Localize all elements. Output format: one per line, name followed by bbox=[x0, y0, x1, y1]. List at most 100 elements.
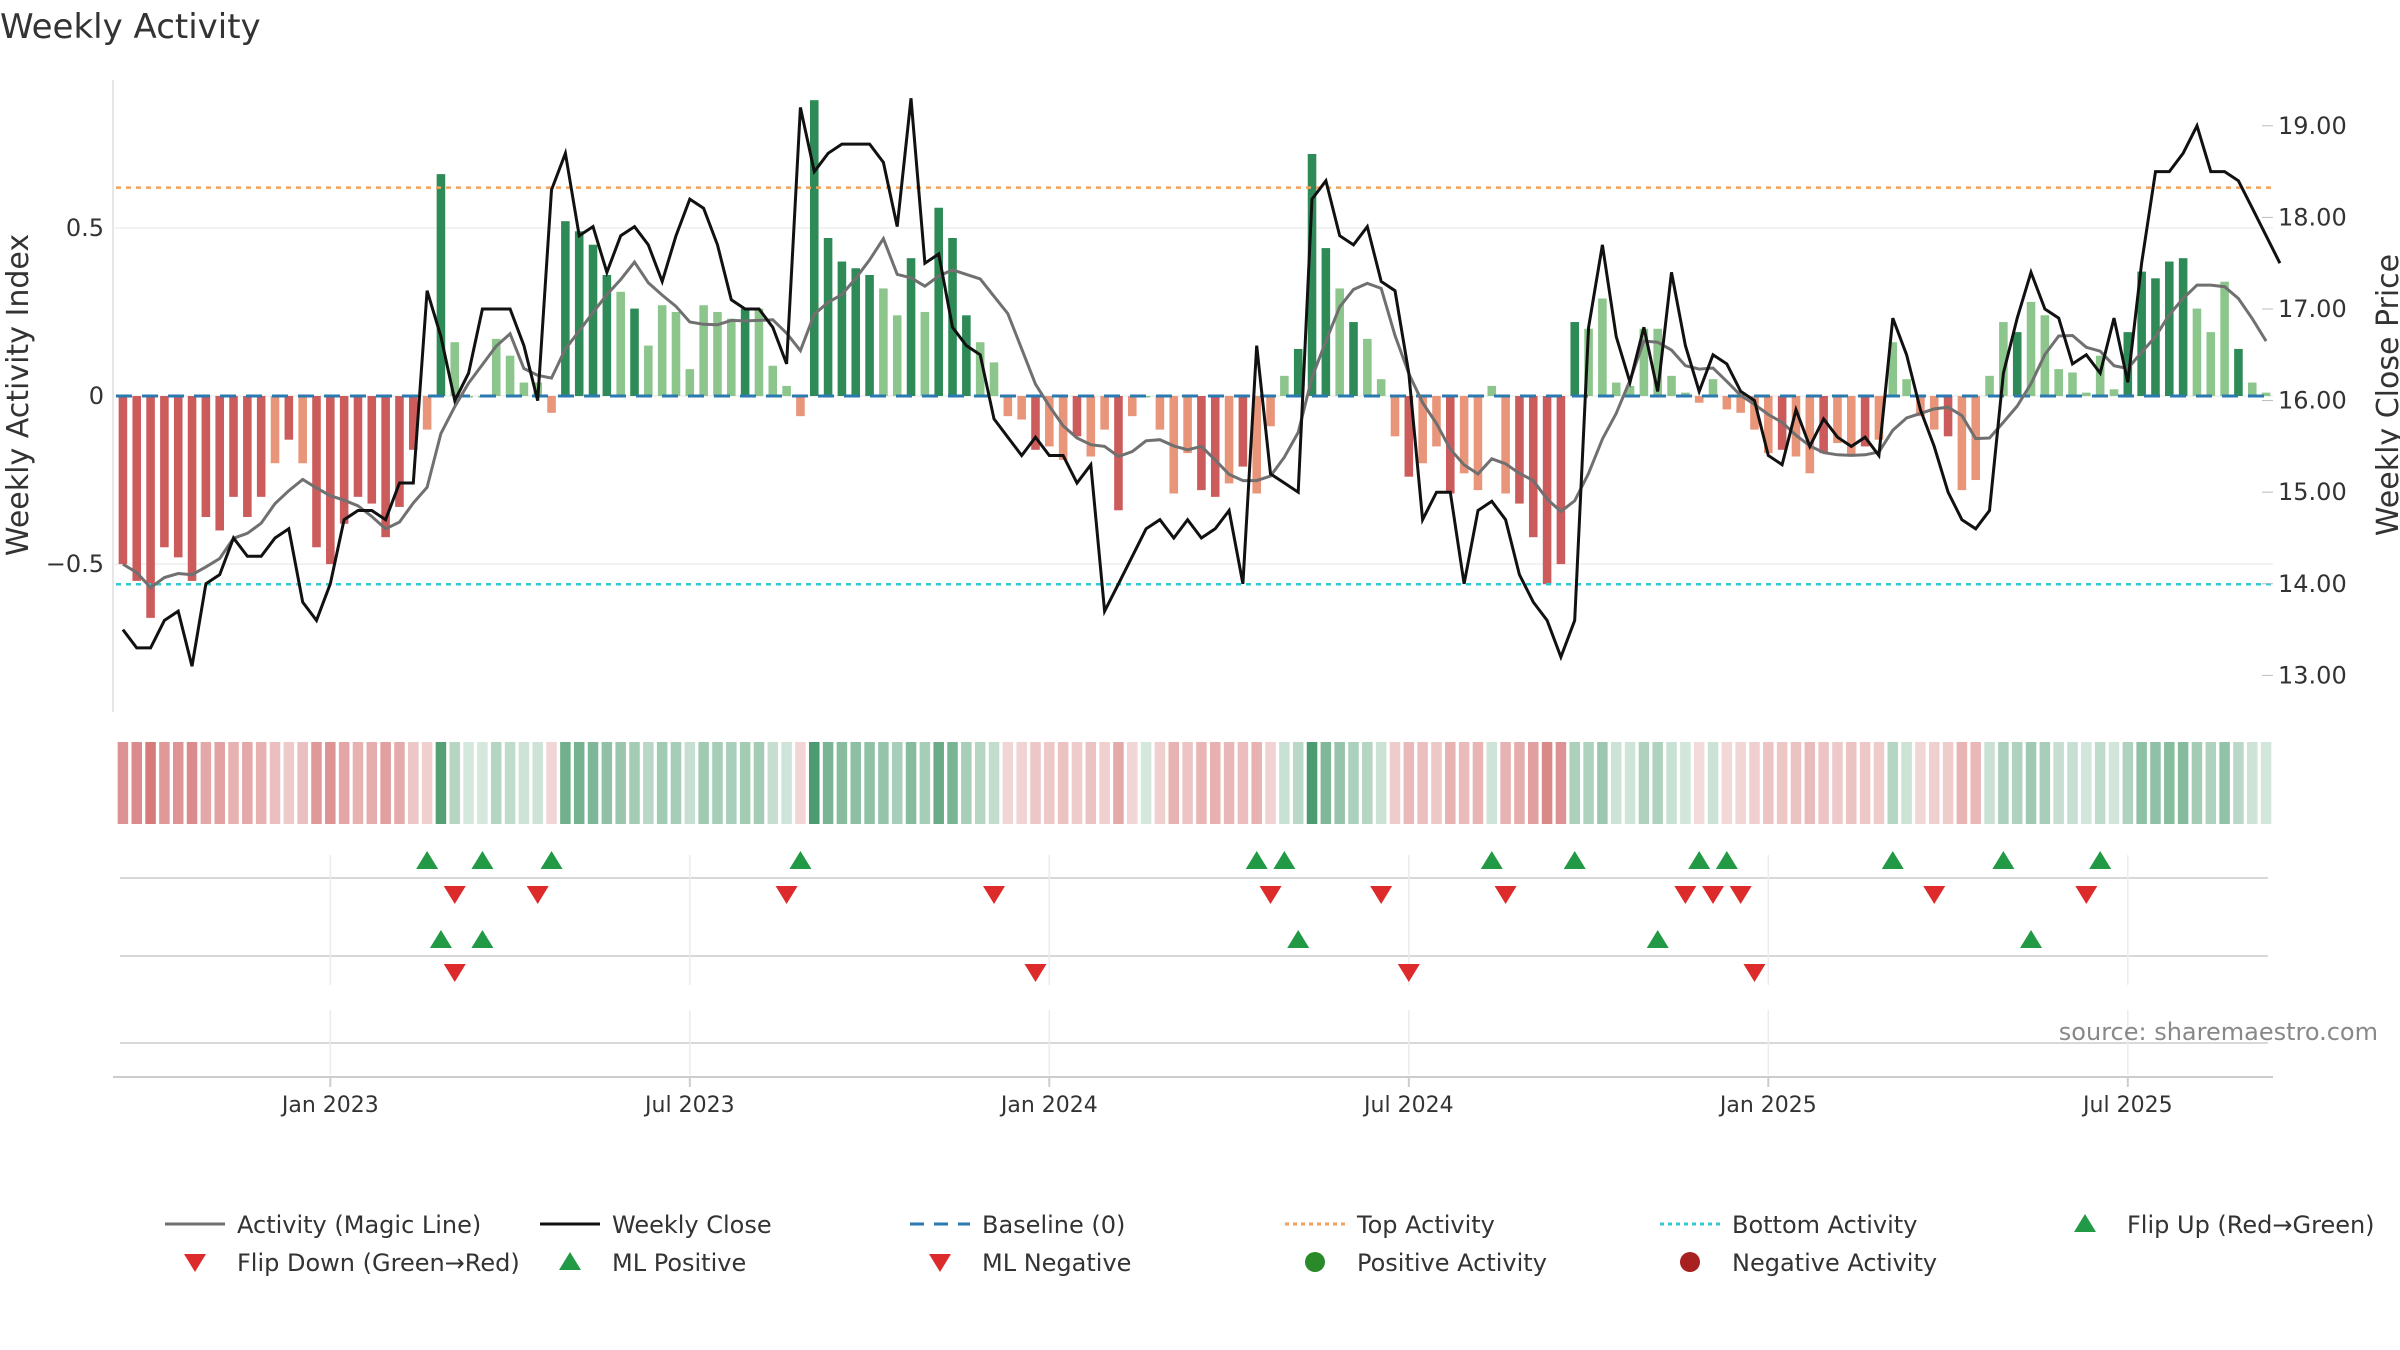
activity-bar bbox=[1155, 396, 1165, 430]
activity-bar bbox=[727, 318, 736, 396]
activity-bar bbox=[2082, 392, 2091, 396]
heat-strip-cell bbox=[228, 742, 239, 824]
heat-strip-cell bbox=[2122, 742, 2134, 824]
heat-strip-cell bbox=[919, 742, 931, 824]
heat-strip-cell bbox=[933, 742, 944, 824]
legend-positive-activity: Positive Activity bbox=[1305, 1249, 1547, 1277]
activity-bar bbox=[160, 396, 169, 548]
heat-strip-cell bbox=[172, 742, 184, 824]
activity-bar bbox=[1321, 248, 1331, 396]
heat-strip-cell bbox=[325, 742, 336, 824]
activity-bar bbox=[243, 396, 252, 518]
activity-bar bbox=[1957, 396, 1967, 491]
activity-bar bbox=[2026, 301, 2036, 396]
activity-bar bbox=[2095, 355, 2105, 396]
activity-bar bbox=[2206, 332, 2216, 396]
heat-strip-cell bbox=[878, 742, 889, 824]
heat-strip-cell bbox=[753, 742, 765, 824]
weekly-close-line bbox=[121, 98, 2282, 667]
heat-strip-cell bbox=[1610, 742, 1622, 824]
legend-magic-line: Activity (Magic Line) bbox=[165, 1211, 481, 1239]
heat-strip-cell bbox=[1928, 742, 1940, 824]
flip-up-marker bbox=[416, 851, 439, 869]
activity-bar bbox=[657, 305, 667, 396]
flip-up-marker bbox=[2089, 851, 2112, 869]
activity-bar bbox=[1764, 396, 1773, 454]
activity-bar bbox=[1556, 396, 1566, 565]
heat-strip-cell bbox=[1915, 742, 1926, 824]
activity-bar bbox=[561, 221, 570, 396]
activity-bar bbox=[450, 342, 460, 396]
activity-bar bbox=[809, 100, 819, 396]
heat-strip-cell bbox=[297, 742, 308, 824]
activity-bar bbox=[948, 238, 957, 396]
activity-bar bbox=[353, 396, 363, 497]
heat-strip-cell bbox=[269, 742, 281, 824]
flip-down-marker bbox=[1923, 886, 1946, 904]
y-left-tick-label: 0.5 bbox=[66, 214, 104, 242]
activity-bar bbox=[132, 396, 142, 581]
legend-magic-line-label: Activity (Magic Line) bbox=[237, 1211, 481, 1239]
heat-strip-cell bbox=[1362, 742, 1373, 824]
activity-bar bbox=[1584, 328, 1593, 396]
heat-strip-cell bbox=[1514, 742, 1525, 824]
heat-strip-cell bbox=[463, 742, 474, 824]
activity-bar bbox=[2012, 332, 2022, 396]
activity-bar bbox=[1902, 379, 1911, 396]
activity-bar bbox=[395, 396, 404, 507]
heat-strip-cell bbox=[1901, 742, 1912, 824]
heat-strip-cell bbox=[2108, 742, 2120, 824]
activity-bar bbox=[2247, 382, 2257, 396]
activity-bar bbox=[173, 396, 183, 558]
activity-bar bbox=[671, 311, 681, 396]
activity-bar bbox=[2123, 332, 2133, 396]
heat-strip-cell bbox=[1680, 742, 1691, 824]
heat-strip-cell bbox=[2136, 742, 2147, 824]
activity-bar bbox=[1874, 396, 1884, 440]
y-right-tick-label: 15.00 bbox=[2278, 478, 2347, 506]
heat-strip-cell bbox=[159, 742, 170, 824]
x-axis: Jan 2023 Jul 2023 Jan 2024 Jul 2024 Jan 2025… bbox=[113, 1076, 2273, 1118]
heat-strip-cell bbox=[1707, 742, 1719, 824]
flip-up-marker bbox=[1480, 851, 1503, 869]
ml-positive-marker bbox=[471, 930, 494, 948]
heat-strip-cell bbox=[864, 742, 875, 824]
heat-strip-cell bbox=[1873, 742, 1885, 824]
activity-bar bbox=[1819, 396, 1828, 454]
heat-strip-cell bbox=[795, 742, 806, 824]
flip-down-marker bbox=[1729, 886, 1752, 904]
activity-bar bbox=[201, 396, 211, 518]
heat-strip-cell bbox=[961, 742, 972, 824]
activity-bar bbox=[1349, 322, 1358, 396]
heat-strip-cell bbox=[283, 742, 295, 824]
heat-strip-cell bbox=[2094, 742, 2106, 824]
activity-bar bbox=[1722, 396, 1732, 410]
heat-strip-cell bbox=[1016, 742, 1027, 824]
heat-strip-cell bbox=[905, 742, 917, 824]
y-axis-right-label: Weekly Close Price bbox=[2371, 254, 2400, 536]
activity-bar bbox=[505, 355, 515, 396]
heat-strip-cell bbox=[2219, 742, 2230, 824]
legend: Activity (Magic Line) Weekly Close Baselin… bbox=[165, 1211, 2375, 1277]
heat-strip-cell bbox=[2191, 742, 2203, 824]
ml-positive-marker bbox=[1646, 930, 1669, 948]
heat-strip-cell bbox=[1085, 742, 1097, 824]
activity-bar bbox=[1363, 338, 1372, 396]
heat-strip-cell bbox=[1458, 742, 1470, 824]
heat-strip-cell bbox=[1334, 742, 1345, 824]
flip-down-marker bbox=[2075, 886, 2098, 904]
heat-strip-cell bbox=[242, 742, 253, 824]
series-lines bbox=[121, 98, 2282, 667]
heat-strip-cell bbox=[532, 742, 543, 824]
legend-weekly-close: Weekly Close bbox=[540, 1211, 772, 1239]
activity-bar bbox=[1141, 396, 1151, 398]
ml-positive-marker bbox=[429, 930, 452, 948]
heat-strip-cell bbox=[214, 742, 225, 824]
heat-strip-cell bbox=[1721, 742, 1733, 824]
activity-bar bbox=[270, 396, 280, 464]
heat-strip-cell bbox=[1666, 742, 1677, 824]
heat-strip-cell bbox=[781, 742, 792, 824]
activity-bar bbox=[616, 291, 625, 396]
heat-strip-cell bbox=[1168, 742, 1180, 824]
flip-down-marker bbox=[1674, 886, 1697, 904]
